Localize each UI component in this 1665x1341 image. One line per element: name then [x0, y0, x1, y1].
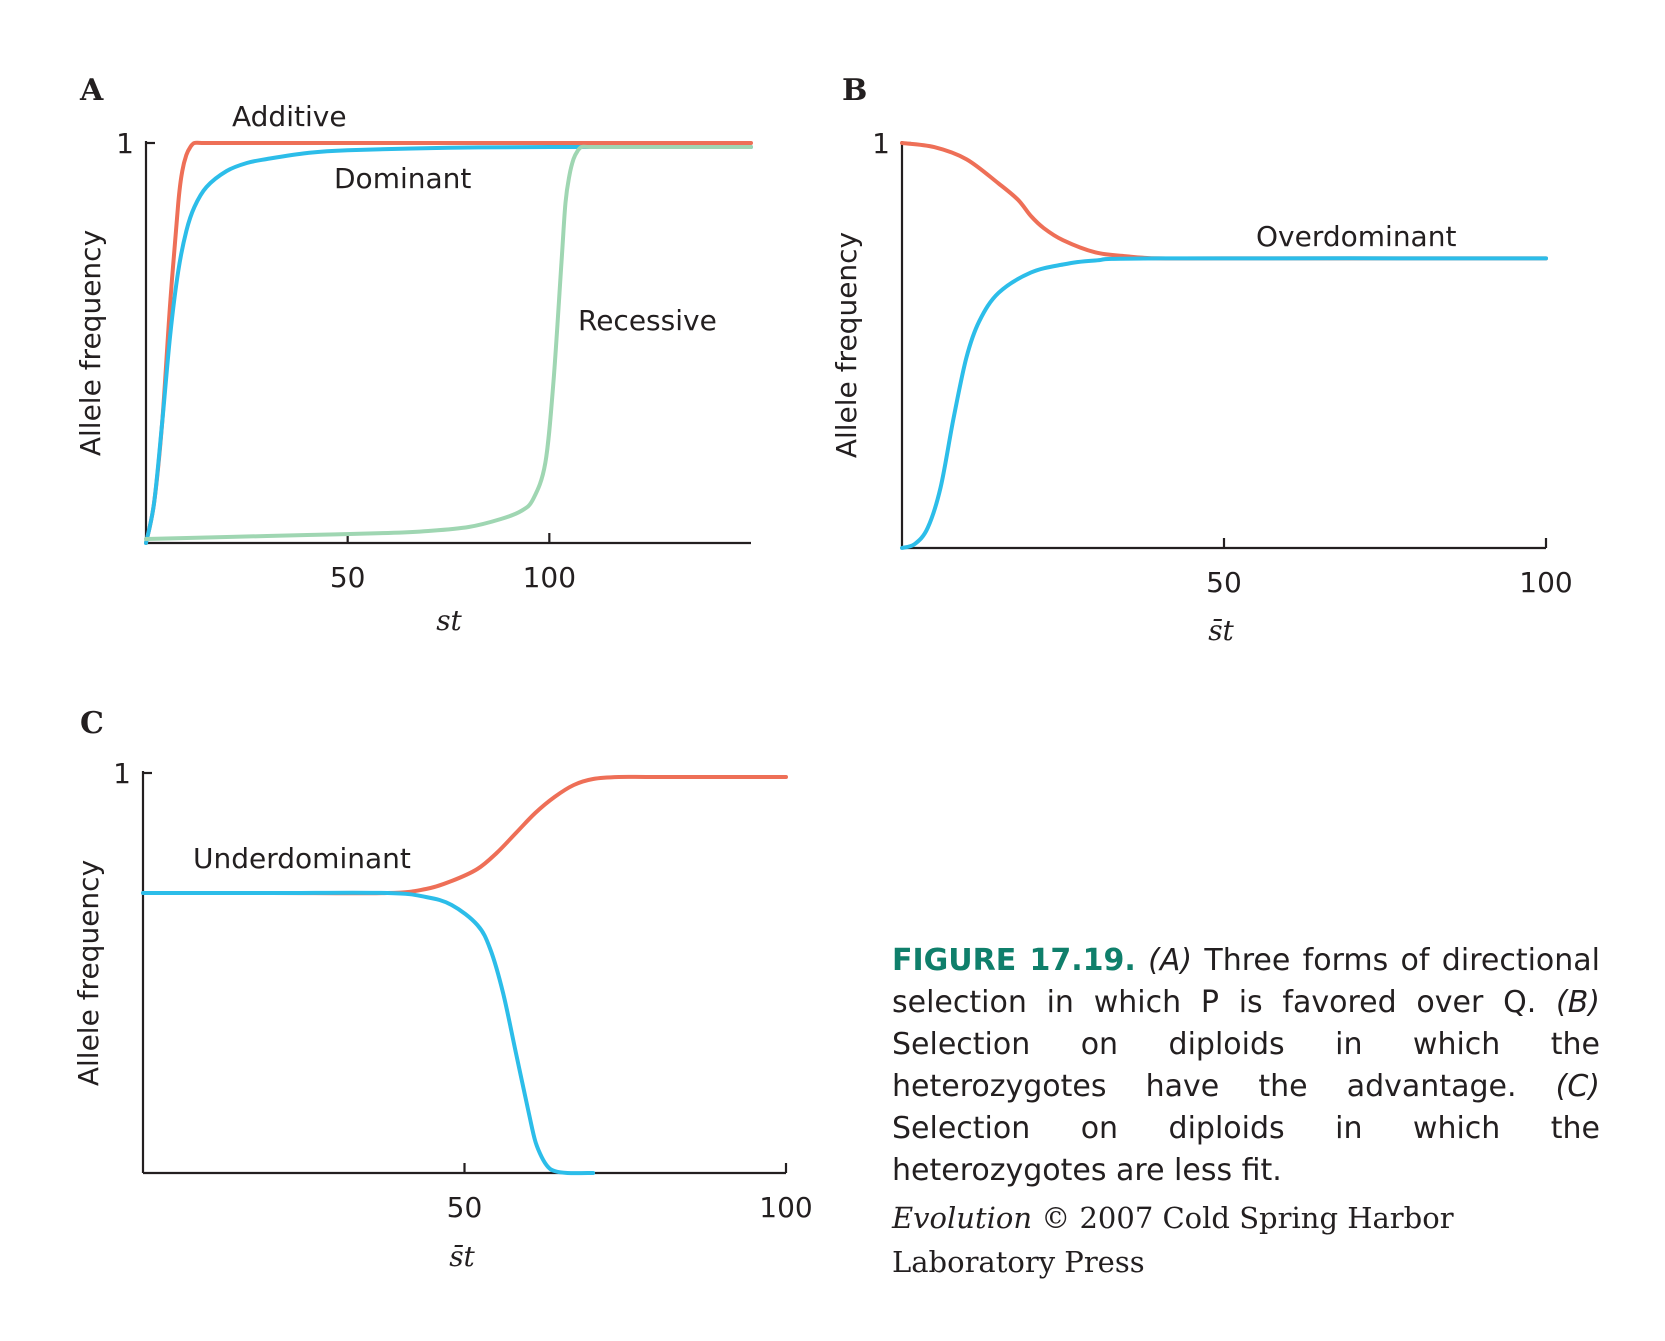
copyright-credit: Evolution © 2007 Cold Spring Harbor Labo…: [892, 1196, 1600, 1284]
caption-ref-c: (C): [1555, 1069, 1600, 1104]
panel-a-chart: A1 50 100 Allele frequency st Additive Dominan…: [74, 73, 753, 637]
figure-number: FIGURE 17.19.: [892, 943, 1136, 978]
book-title: Evolution: [892, 1201, 1033, 1235]
panel-a-ytick-label: 1: [116, 127, 134, 160]
panel-c-letter: C: [80, 706, 104, 741]
panel-b-ytick-label: 1: [872, 127, 890, 160]
panel-b-xlabel: s̄t: [1208, 614, 1234, 647]
panel-a-series-label-additive: Additive: [232, 100, 347, 133]
panel-c-curve-underdominant: [141, 774, 788, 896]
panel-a-xtick-label: 50: [330, 561, 366, 594]
panel-b-ylabel: Allele frequency: [830, 232, 863, 458]
panel-b-xtick-label: 50: [1206, 566, 1242, 599]
caption-part-a: Three forms of directional selection in …: [892, 943, 1600, 1020]
panel-b-xtick-label: 100: [1519, 566, 1572, 599]
panel-a-curve-dominant: [144, 144, 753, 545]
panel-a-ylabel: Allele frequency: [74, 230, 107, 456]
panel-a-letter: A: [79, 73, 104, 108]
panel-a-curve-recessive: [144, 144, 753, 541]
panel-a-xtick-label: 100: [523, 561, 576, 594]
caption-ref-b: (B): [1556, 985, 1600, 1020]
caption-ref-a: (A): [1148, 943, 1193, 978]
panel-c-curve-blue-1: [141, 890, 596, 1176]
caption-part-b: Selection on diploids in which the heter…: [892, 1027, 1600, 1104]
panel-b-chart: B1 50 100 Allele frequency s̄t Overdominant: [830, 73, 1573, 647]
figure-caption: FIGURE 17.19. (A) Three forms of directi…: [892, 940, 1600, 1192]
panel-b-curve-blue-1: [900, 256, 1548, 550]
panel-c-ytick-label: 1: [113, 757, 131, 790]
credit-text: © 2007 Cold Spring Harbor Laboratory Pre…: [892, 1201, 1454, 1279]
panel-a-series-label-dominant: Dominant: [334, 162, 471, 195]
panel-b-series-label-overdominant: Overdominant: [1256, 220, 1456, 253]
panel-a-xlabel: st: [436, 604, 462, 637]
panel-c-chart: C1 50 100 Allele frequency s̄t Underdominant: [72, 706, 813, 1273]
panel-c-series-label-underdominant: Underdominant: [193, 842, 411, 875]
caption-part-c: Selection on diploids in which the heter…: [892, 1111, 1600, 1188]
panel-a-series-label-recessive: Recessive: [578, 304, 717, 337]
panel-b-letter: B: [842, 73, 867, 108]
panel-c-xtick-label: 50: [447, 1191, 483, 1224]
panel-c-xlabel: s̄t: [449, 1240, 475, 1273]
panel-c-ylabel: Allele frequency: [72, 860, 105, 1086]
panel-a-curve-additive: [144, 140, 753, 545]
panel-c-xtick-label: 100: [759, 1191, 812, 1224]
